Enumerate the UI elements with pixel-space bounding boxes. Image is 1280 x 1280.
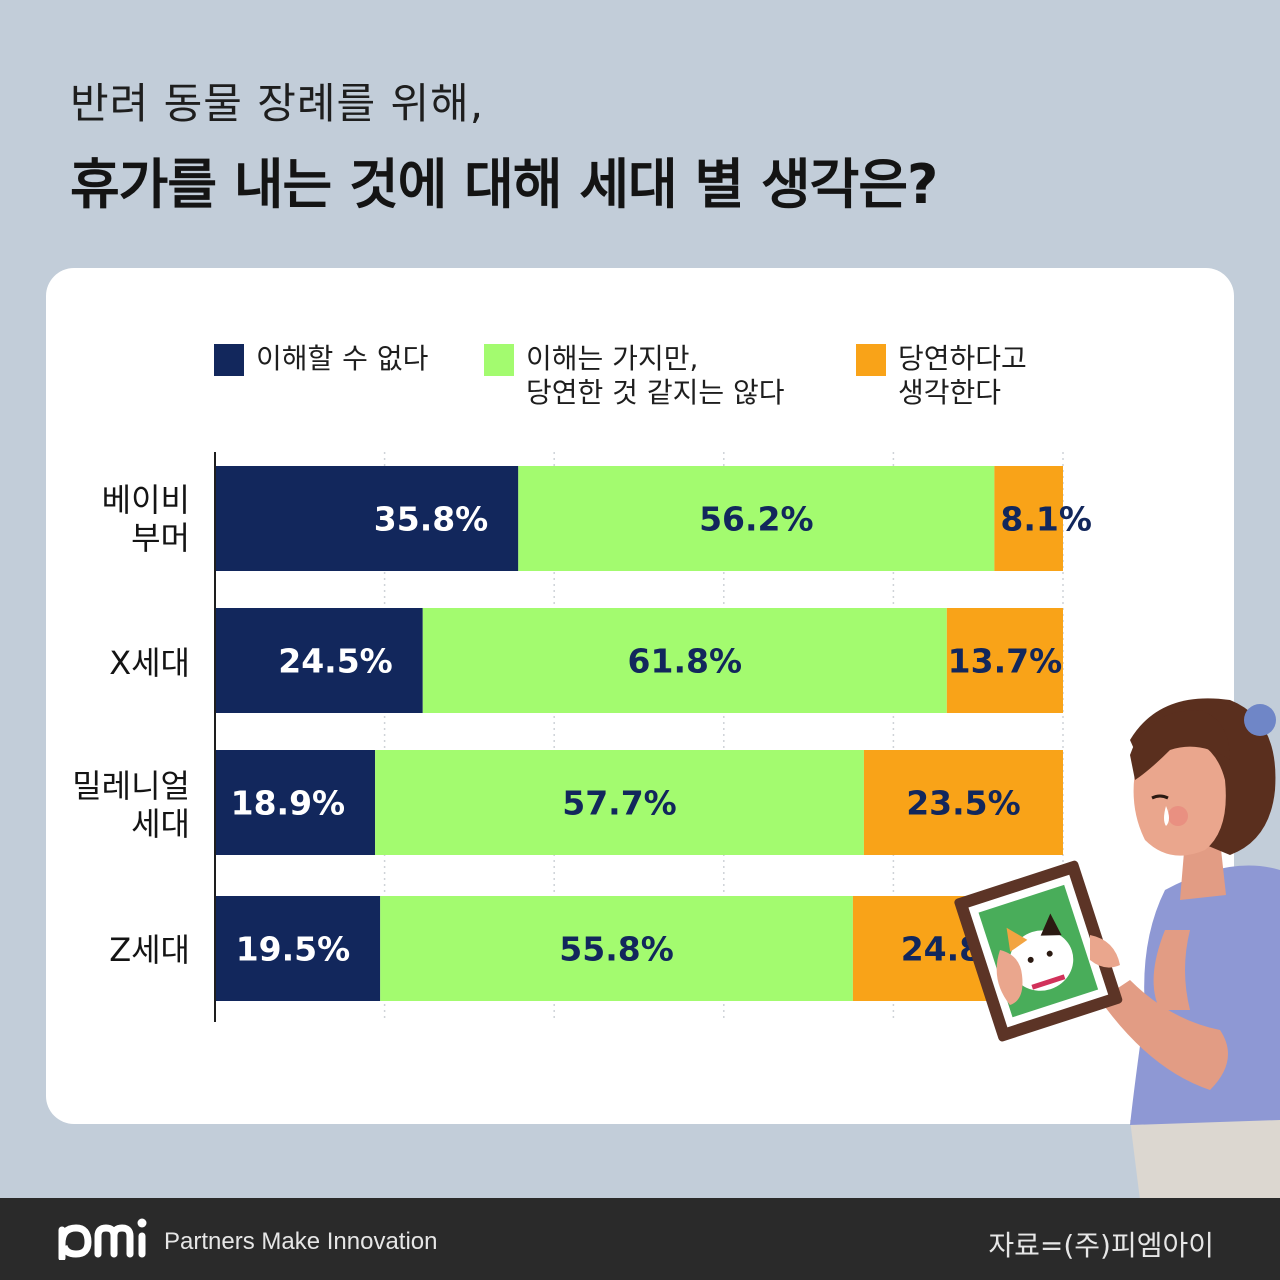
bar-segment (518, 466, 995, 571)
bar-segment (863, 750, 1063, 855)
value-label: 35.8% (374, 500, 489, 539)
legend-item-1: 이해할 수 없다 (214, 342, 428, 376)
value-label: 8.1% (1000, 500, 1092, 539)
bar-segment (380, 896, 853, 1001)
woman-holding-pet-photo-illustration (954, 698, 1280, 1200)
legend-label-2: 이해는 가지만, 당연한 것 같지는 않다 (526, 342, 785, 409)
footer-bar: Partners Make Innovation 자료=(주)피엠아이 (0, 1198, 1280, 1280)
value-label: 24.5% (278, 642, 393, 681)
value-label: 57.7% (562, 784, 677, 823)
legend-swatch-1 (214, 344, 244, 376)
bar-segment (946, 608, 1063, 713)
category-label-millennial: 밀레니얼 세대 (72, 767, 190, 843)
value-label: 13.7% (948, 642, 1063, 681)
value-label: 23.5% (906, 784, 1021, 823)
value-label: 55.8% (559, 930, 674, 969)
legend-swatch-3 (856, 344, 886, 376)
legend-label-3: 당연하다고 생각한다 (898, 342, 1027, 409)
value-label: 61.8% (628, 642, 743, 681)
title-line-1: 반려 동물 장례를 위해, (70, 79, 485, 128)
pmi-logo-icon (58, 1218, 147, 1260)
bar-segment (215, 896, 381, 1001)
footer-source: 자료=(주)피엠아이 (988, 1229, 1214, 1262)
bar-segment (215, 466, 519, 571)
value-label: 56.2% (699, 500, 814, 539)
legend-item-3: 당연하다고 생각한다 (856, 342, 1027, 410)
value-label: 19.5% (236, 930, 351, 969)
legend-item-2: 이해는 가지만, 당연한 것 같지는 않다 (484, 342, 785, 410)
legend-swatch-2 (484, 344, 514, 376)
category-label-gen-z: Z세대 (109, 931, 190, 969)
bar-segment (215, 608, 423, 713)
category-label-gen-x: X세대 (109, 644, 190, 682)
bar-segment (422, 608, 947, 713)
footer-tagline: Partners Make Innovation (164, 1228, 438, 1255)
title-line-2: 휴가를 내는 것에 대해 세대 별 생각은? (70, 153, 938, 216)
bar-segment (375, 750, 864, 855)
category-label-baby-boomer: 베이비 부머 (101, 481, 190, 557)
bar-segment (215, 750, 376, 855)
value-label: 18.9% (231, 784, 346, 823)
bar-segment (994, 466, 1063, 571)
legend-label-1: 이해할 수 없다 (256, 342, 429, 375)
bars (215, 466, 1063, 1001)
